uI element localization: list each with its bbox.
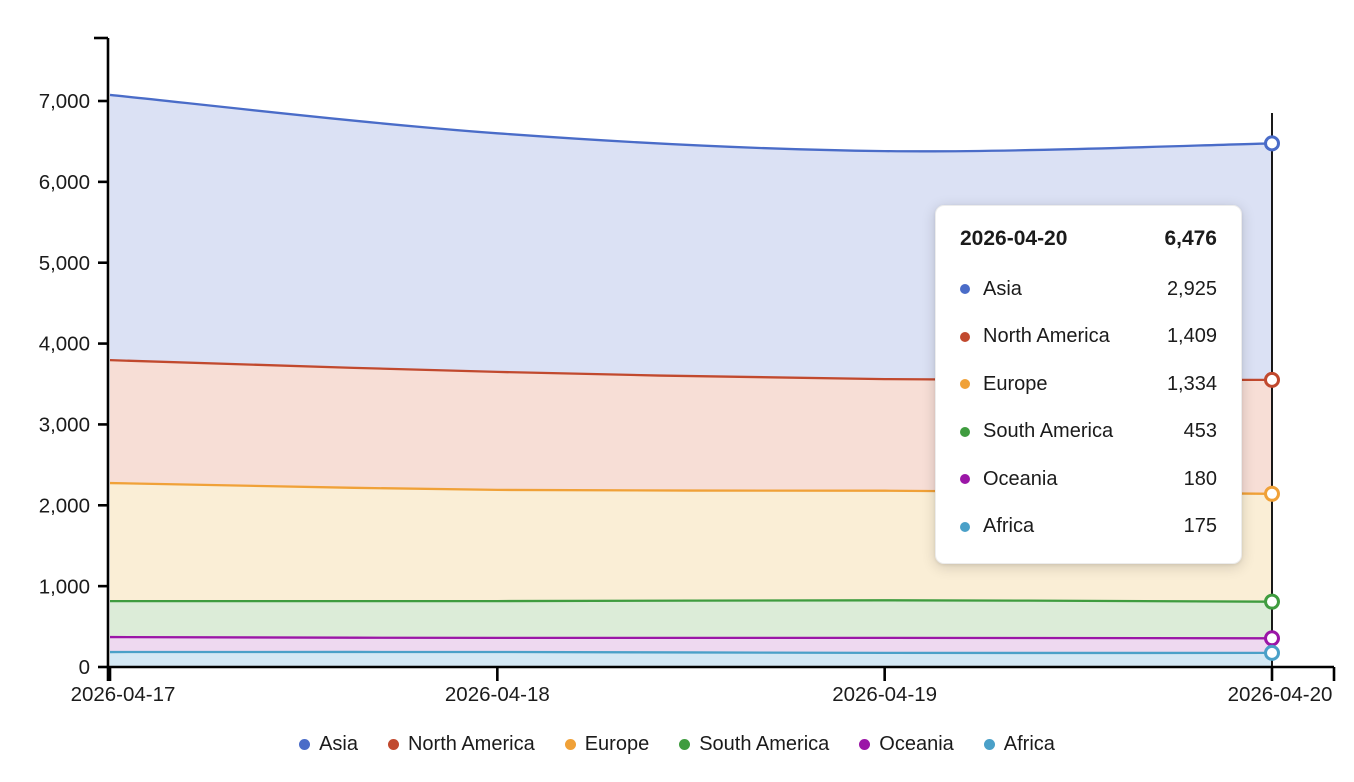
tooltip-row: North America 1,409 <box>960 326 1217 347</box>
tooltip-row: Europe 1,334 <box>960 372 1217 395</box>
legend-label: Europe <box>584 733 650 755</box>
marker-south-america <box>1264 593 1280 610</box>
series-dot-icon <box>960 426 970 437</box>
tooltip-series-name: Oceania <box>983 467 1058 490</box>
line-south-america <box>109 599 1273 603</box>
series-dot-icon <box>960 521 970 532</box>
legend-label: Asia <box>319 733 358 755</box>
tooltip-series-value: 453 <box>1183 420 1217 442</box>
y-tick-label: 5,000 <box>39 252 90 275</box>
x-tick-label: 2026-04-17 <box>71 683 176 706</box>
tooltip-series-name: Europe <box>983 372 1048 395</box>
legend-item-africa[interactable]: Africa <box>983 733 1055 756</box>
marker-oceania <box>1264 630 1280 647</box>
series-dot-icon <box>960 379 970 389</box>
legend-item-south-america[interactable]: South America <box>679 733 829 756</box>
tooltip-total: 6,476 <box>1164 227 1217 250</box>
legend-dot-icon <box>983 739 995 750</box>
line-oceania <box>109 635 1273 640</box>
y-tick-label: 3,000 <box>39 414 90 437</box>
series-dot-icon <box>960 331 970 342</box>
tooltip-series-name: Africa <box>983 515 1035 537</box>
legend-item-oceania[interactable]: Oceania <box>859 733 954 756</box>
legend-label: Oceania <box>879 733 954 755</box>
tooltip-row: Oceania 180 <box>960 467 1217 490</box>
marker-europe <box>1264 485 1280 502</box>
legend-dot-icon <box>679 739 691 750</box>
legend-label: South America <box>699 733 830 755</box>
area-africa <box>110 651 1272 667</box>
tooltip-series-name: Asia <box>983 277 1022 300</box>
tooltip-series-name: South America <box>983 420 1114 442</box>
tooltip-series-value: 2,925 <box>1166 277 1217 300</box>
line-asia <box>109 93 1273 153</box>
legend-item-north-america[interactable]: North America <box>387 733 535 756</box>
tooltip-row: South America 453 <box>960 421 1217 442</box>
legend-dot-icon <box>859 739 871 750</box>
y-tick-label: 2,000 <box>39 494 90 517</box>
y-tick-label: 0 <box>79 656 90 679</box>
line-africa <box>109 650 1273 655</box>
legend-item-europe[interactable]: Europe <box>564 733 650 756</box>
legend-dot-icon <box>299 739 311 750</box>
chart-legend: Asia North America Europe South America Ocea… <box>0 733 1354 756</box>
y-tick-label: 4,000 <box>39 333 90 356</box>
tooltip-header: 2026-04-20 6,476 <box>960 226 1217 252</box>
series-dot-icon <box>960 474 970 484</box>
series-dot-icon <box>960 284 970 294</box>
tooltip-row: Africa 175 <box>960 516 1217 537</box>
legend-label: Africa <box>1003 733 1055 755</box>
tooltip-series-value: 180 <box>1183 467 1217 490</box>
axes <box>94 36 1336 681</box>
axis-labels: 0 1,000 2,000 3,000 4,000 5,000 6,000 7,000 2026… <box>39 90 1333 706</box>
tooltip-row: Asia 2,925 <box>960 277 1217 300</box>
y-tick-label: 7,000 <box>39 90 90 113</box>
tooltip-series-value: 1,334 <box>1166 372 1217 395</box>
legend-item-asia[interactable]: Asia <box>299 733 358 756</box>
marker-north-america <box>1264 371 1280 388</box>
legend-dot-icon <box>564 739 576 750</box>
y-tick-label: 1,000 <box>39 575 90 598</box>
y-tick-label: 6,000 <box>39 171 90 194</box>
tooltip-rows: Asia 2,925 North America 1,409 Europe 1,334 So… <box>960 277 1217 538</box>
tooltip-series-name: North America <box>983 325 1110 347</box>
x-tick-label: 2026-04-18 <box>445 683 550 706</box>
tooltip-series-value: 1,409 <box>1166 325 1217 347</box>
legend-label: North America <box>407 733 535 755</box>
x-tick-label: 2026-04-20 <box>1228 683 1333 706</box>
x-tick-label: 2026-04-19 <box>832 683 937 706</box>
chart-tooltip: 2026-04-20 6,476 Asia 2,925 North America 1… <box>935 205 1242 564</box>
tooltip-series-value: 175 <box>1183 515 1217 537</box>
legend-dot-icon <box>387 739 399 750</box>
marker-africa <box>1264 644 1280 661</box>
tooltip-date: 2026-04-20 <box>960 227 1068 250</box>
marker-asia <box>1264 135 1280 152</box>
